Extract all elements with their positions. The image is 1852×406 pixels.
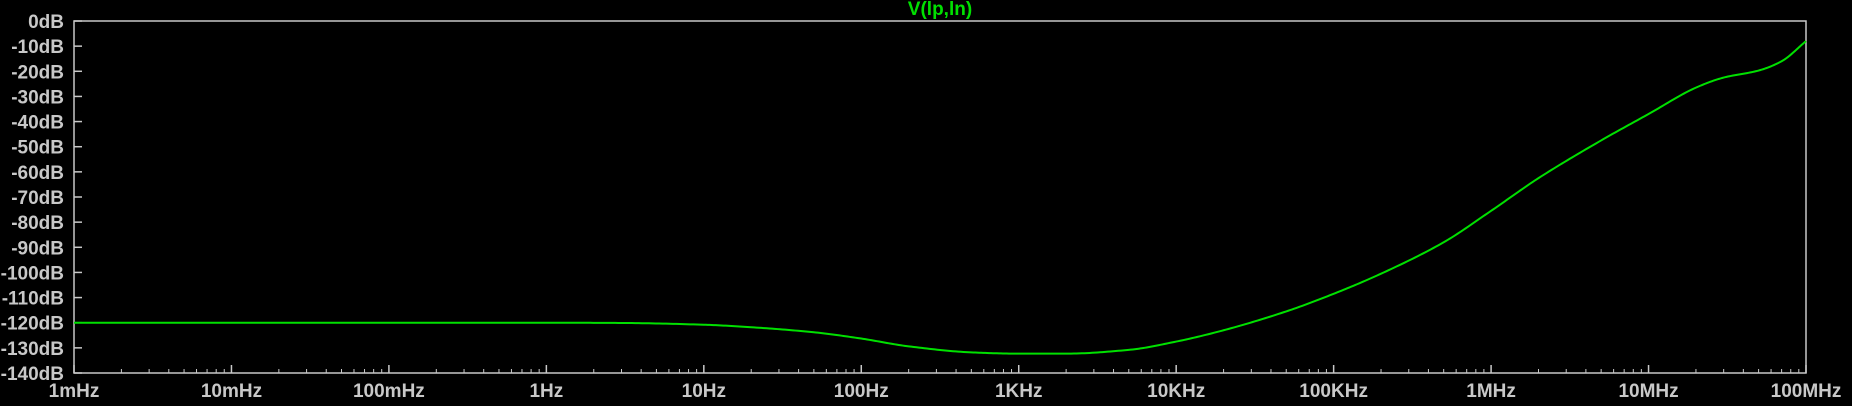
- y-tick-label: -130dB: [1, 339, 64, 360]
- y-tick-label: -110dB: [2, 289, 64, 310]
- series-line-v-lp-ln: [74, 40, 1807, 355]
- x-tick-label: 100KHz: [1299, 381, 1368, 402]
- y-tick-label: -10dB: [11, 37, 64, 58]
- x-tick-label: 1MHz: [1466, 381, 1516, 402]
- x-tick-label: 100MHz: [1771, 381, 1842, 402]
- y-tick-label: -80dB: [11, 213, 64, 234]
- x-tick-label: 10mHz: [201, 381, 262, 402]
- y-tick-label: -100dB: [1, 263, 64, 284]
- x-tick-label: 1KHz: [995, 381, 1043, 402]
- y-tick-label: -30dB: [11, 87, 64, 108]
- y-tick-label: -90dB: [11, 238, 64, 259]
- y-tick-label: -40dB: [11, 113, 64, 134]
- x-axis: 1mHz 10mHz 100mHz 1Hz 10Hz 100Hz 1KHz 10KHz 100K…: [49, 365, 1842, 402]
- chart-title[interactable]: V(lp,ln): [908, 0, 972, 20]
- x-tick-label: 10Hz: [682, 381, 726, 402]
- x-tick-label: 10MHz: [1618, 381, 1678, 402]
- y-axis: 0dB -10dB -20dB -30dB -40dB -50dB -60dB -70dB -8…: [1, 12, 82, 385]
- y-tick-label: -20dB: [11, 62, 64, 83]
- y-tick-label: -70dB: [11, 188, 64, 209]
- y-tick-label: -120dB: [1, 314, 64, 335]
- y-tick-label: -50dB: [11, 138, 64, 159]
- x-tick-label: 1mHz: [49, 381, 100, 402]
- x-tick-label: 100Hz: [834, 381, 889, 402]
- x-tick-label: 10KHz: [1147, 381, 1205, 402]
- x-tick-label: 100mHz: [353, 381, 425, 402]
- y-tick-label: -140dB: [1, 364, 64, 385]
- y-tick-label: -60dB: [11, 163, 64, 184]
- y-tick-label: 0dB: [28, 12, 64, 33]
- x-tick-label: 1Hz: [529, 381, 563, 402]
